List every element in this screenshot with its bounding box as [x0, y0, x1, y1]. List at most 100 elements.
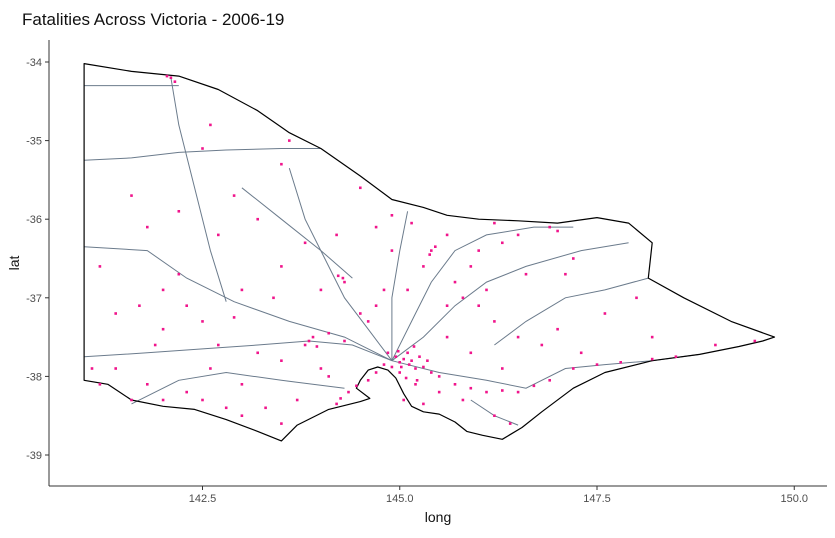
fatality-point [437, 390, 441, 394]
x-tick-label: 142.5 [189, 493, 217, 505]
fatality-point [280, 422, 283, 425]
fatality-point [400, 365, 403, 369]
fatality-point [209, 123, 212, 127]
road-line [84, 340, 393, 362]
fatality-point [319, 288, 323, 292]
fatality-point [564, 272, 567, 276]
road-line [84, 148, 321, 161]
fatality-point [264, 406, 267, 410]
fatality-point [414, 367, 417, 370]
fatality-point [336, 274, 340, 278]
y-axis-title: lat [6, 256, 22, 271]
fatality-point [572, 257, 575, 260]
fatality-point [540, 343, 544, 347]
fatality-point [516, 335, 520, 339]
fatality-point [394, 355, 398, 358]
fatality-point [501, 367, 504, 370]
fatality-point [516, 390, 520, 394]
x-tick-label: 150.0 [780, 493, 808, 505]
fatality-point [650, 335, 654, 339]
fatality-point [327, 375, 330, 378]
road-line [84, 246, 393, 362]
fatality-point [288, 139, 291, 142]
fatality-point [130, 194, 133, 197]
fatality-point [359, 186, 362, 190]
fatality-point [445, 233, 449, 237]
fatality-point [98, 265, 102, 268]
fatality-point [428, 253, 431, 256]
fatality-point [217, 233, 220, 237]
fatality-point [410, 359, 413, 362]
fatality-point [402, 357, 405, 361]
fatality-point [422, 402, 425, 406]
fatality-point [398, 371, 401, 374]
x-axis-title: long [425, 509, 451, 525]
x-tick-label: 145.0 [386, 493, 414, 505]
fatality-point [295, 398, 299, 402]
fatality-point [303, 241, 307, 245]
fatality-point [469, 351, 473, 355]
fatality-point [493, 414, 496, 417]
fatality-point [138, 304, 141, 307]
fatality-point [406, 288, 409, 292]
fatality-point [272, 296, 275, 300]
fatality-point [382, 363, 386, 366]
fatality-point [422, 365, 425, 369]
fatality-point [280, 265, 283, 268]
fatality-point [477, 304, 480, 307]
road-line [170, 77, 227, 302]
fatality-point [398, 361, 401, 364]
fatality-point [501, 241, 504, 245]
fatality-point [374, 371, 378, 374]
fatality-point [256, 217, 259, 221]
fatality-point [548, 225, 551, 229]
state-border [83, 63, 776, 442]
x-tick-label: 147.5 [583, 493, 611, 505]
fatality-point [753, 339, 757, 343]
fatality-point [374, 225, 378, 229]
fatality-point [445, 335, 449, 339]
fatality-point [177, 210, 181, 213]
fatality-point [414, 383, 417, 386]
fatality-point [382, 288, 386, 292]
fatality-point [485, 390, 488, 394]
fatality-point [572, 367, 575, 370]
fatality-point [280, 162, 283, 166]
fatality-point [493, 221, 496, 225]
fatality-point [674, 355, 678, 358]
fatality-point [404, 376, 408, 380]
fatality-point [232, 316, 236, 319]
fatality-point [240, 414, 244, 417]
fatality-point [146, 383, 149, 386]
victoria-border [83, 63, 776, 442]
fatality-point [412, 345, 416, 348]
fatality-point [209, 367, 212, 370]
fatality-point [407, 363, 411, 366]
fatality-point [240, 383, 244, 386]
y-tick-label: -36 [26, 214, 42, 226]
fatality-point [418, 355, 421, 358]
fatality-point [406, 351, 409, 355]
road-line [241, 187, 353, 279]
fatality-point [217, 343, 220, 347]
fatality-point [240, 288, 244, 292]
fatality-point [153, 343, 157, 347]
fatality-point [595, 363, 599, 366]
fatality-point [374, 304, 378, 307]
fatality-point [469, 386, 473, 390]
y-ticks: -34 -35 -36 -37 -38 -39 [26, 57, 49, 462]
road-line [470, 399, 519, 426]
fatality-point [430, 371, 433, 374]
road-line [288, 167, 393, 362]
fatality-point [650, 357, 654, 361]
fatality-point [461, 296, 465, 300]
fatality-point [341, 276, 345, 280]
axes [48, 40, 827, 487]
fatality-point [315, 345, 319, 348]
fatality-point [579, 351, 583, 355]
fatality-point [177, 272, 181, 276]
fatality-point [453, 280, 457, 284]
road-line [391, 353, 700, 389]
fatality-point [114, 312, 117, 315]
